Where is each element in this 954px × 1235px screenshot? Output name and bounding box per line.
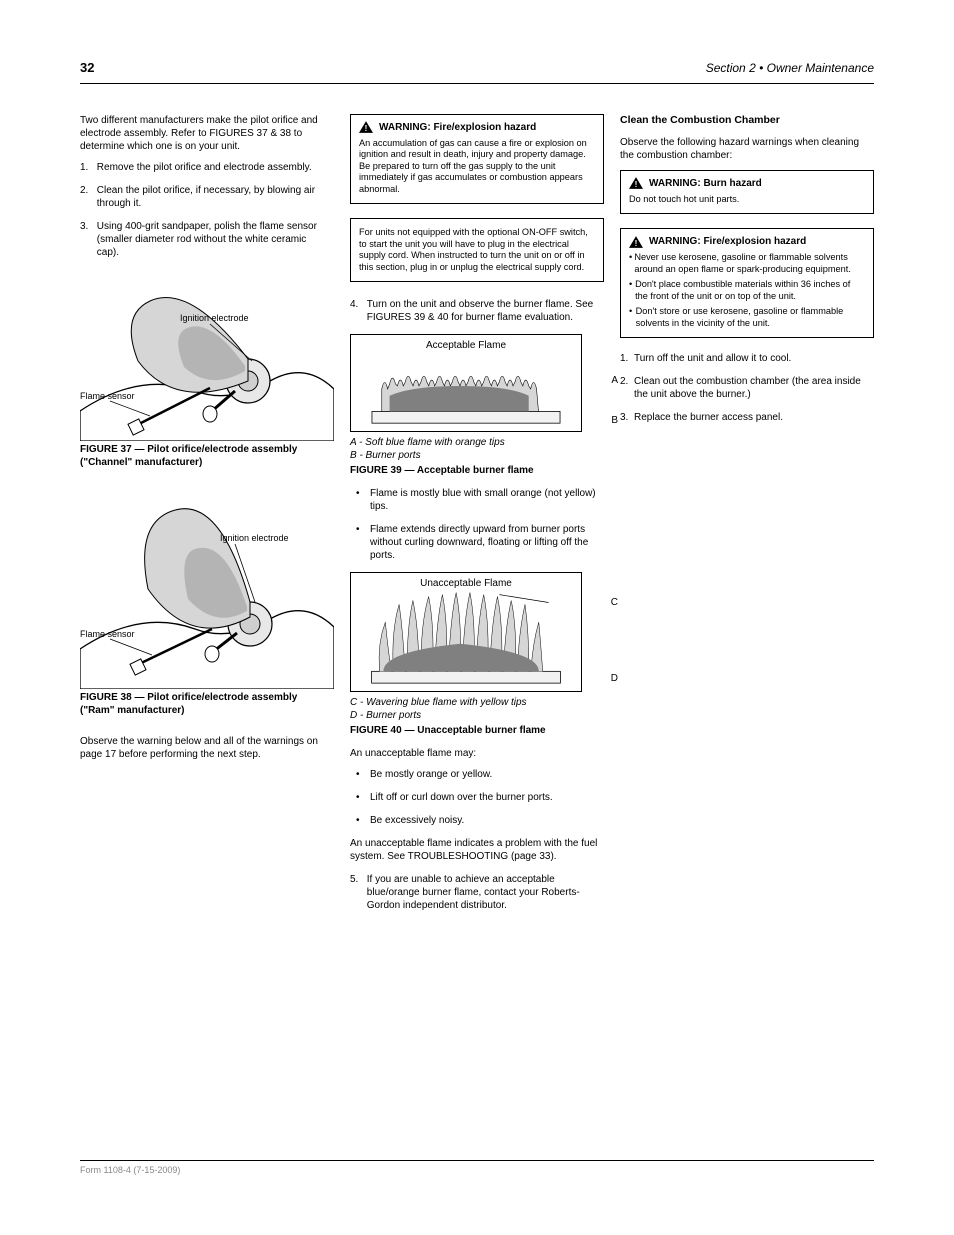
warning-icon: ! xyxy=(629,177,643,189)
step-2: 2. Clean the pilot orifice, if necessary… xyxy=(80,184,334,210)
svg-text:Flame sensor: Flame sensor xyxy=(80,629,135,639)
page-header: 32 Section 2 • Owner Maintenance xyxy=(80,60,874,77)
svg-text:!: ! xyxy=(365,124,368,133)
warning-icon: ! xyxy=(629,236,643,248)
svg-text:!: ! xyxy=(635,180,638,189)
intro-paragraph: Two different manufacturers make the pil… xyxy=(80,114,334,153)
section-title: Section 2 • Owner Maintenance xyxy=(706,61,874,77)
warning-fire-explosion-2: ! WARNING: Fire/explosion hazard •Never … xyxy=(620,228,874,338)
cc-step-3: 3.Replace the burner access panel. xyxy=(620,411,874,424)
figure-39: Acceptable Flame A B xyxy=(350,334,604,432)
step-1: 1. Remove the pilot orifice and electrod… xyxy=(80,161,334,174)
step-4: 4. Turn on the unit and observe the burn… xyxy=(350,298,604,324)
svg-text:Ignition electrode: Ignition electrode xyxy=(220,533,289,543)
figure-40: Unacceptable Flame C D xyxy=(350,572,604,692)
warning-fire-explosion: ! WARNING: Fire/explosion hazard An accu… xyxy=(350,114,604,205)
column-3: Clean the Combustion Chamber Observe the… xyxy=(620,114,874,923)
clean-combustion-heading: Clean the Combustion Chamber xyxy=(620,114,874,128)
column-1: Two different manufacturers make the pil… xyxy=(80,114,334,923)
warning-burn: ! WARNING: Burn hazard Do not touch hot … xyxy=(620,170,874,215)
step-3: 3. Using 400-grit sandpaper, polish the … xyxy=(80,220,334,259)
page-number: 32 xyxy=(80,60,94,77)
figure-37: Flame sensor Ignition electrode FIGURE 3… xyxy=(80,271,334,469)
header-rule xyxy=(80,83,874,84)
cc-step-1: 1.Turn off the unit and allow it to cool… xyxy=(620,352,874,365)
info-note: For units not equipped with the optional… xyxy=(350,218,604,282)
svg-text:Ignition electrode: Ignition electrode xyxy=(180,313,249,323)
cc-step-2: 2.Clean out the combustion chamber (the … xyxy=(620,375,874,401)
observe-warning-note: Observe the warning below and all of the… xyxy=(80,735,334,761)
pilot-assembly-illustration: Flame sensor Ignition electrode xyxy=(80,271,334,441)
step-5: 5. If you are unable to achieve an accep… xyxy=(350,873,604,912)
figure-38: Flame sensor Ignition electrode FIGURE 3… xyxy=(80,499,334,717)
unacceptable-flame-illustration xyxy=(351,573,581,691)
figure-38-caption: FIGURE 38 — Pilot orifice/electrode asse… xyxy=(80,691,334,717)
column-2: ! WARNING: Fire/explosion hazard An accu… xyxy=(350,114,604,923)
page-footer: Form 1108-4 (7-15-2009) xyxy=(80,1160,874,1177)
pilot-assembly-illustration-2: Flame sensor Ignition electrode xyxy=(80,499,334,689)
warning-icon: ! xyxy=(359,121,373,133)
svg-text:Flame sensor: Flame sensor xyxy=(80,391,135,401)
content-columns: Two different manufacturers make the pil… xyxy=(80,114,874,923)
svg-text:!: ! xyxy=(635,239,638,248)
figure-37-caption: FIGURE 37 — Pilot orifice/electrode asse… xyxy=(80,443,334,469)
